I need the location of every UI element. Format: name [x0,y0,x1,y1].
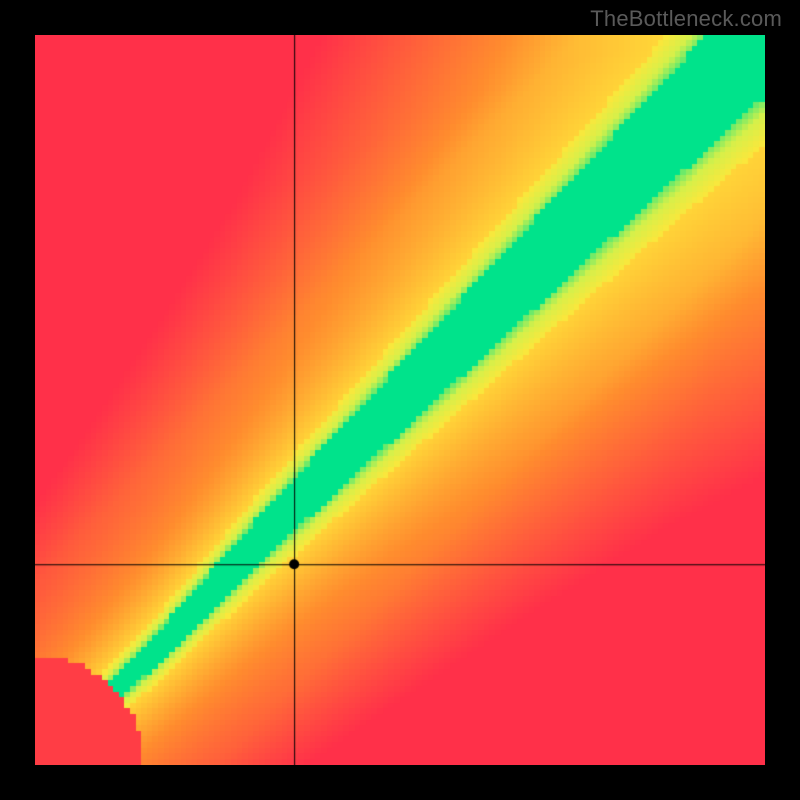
watermark-label: TheBottleneck.com [590,6,782,32]
bottleneck-heatmap [35,35,765,765]
